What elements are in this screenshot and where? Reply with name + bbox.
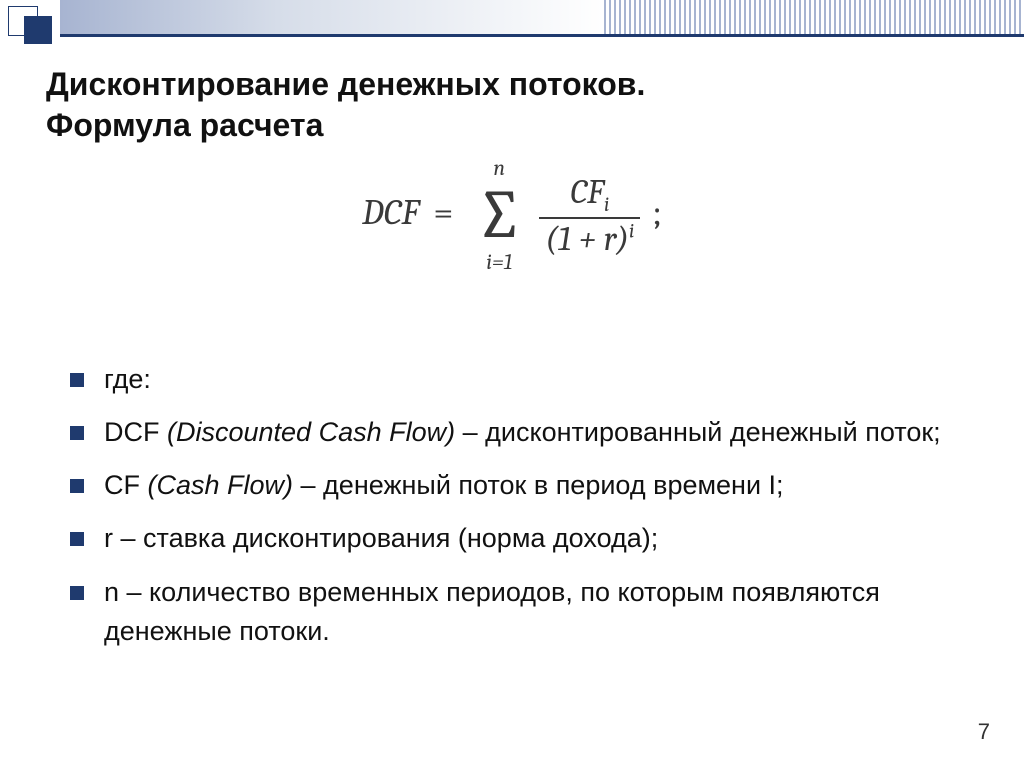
slide-title: Дисконтирование денежных потоков. Формул… — [46, 64, 984, 146]
bullet-text-after: – дисконтированный денежный поток; — [455, 417, 941, 447]
formula-trailing: ; — [652, 192, 662, 233]
logo-square-solid — [24, 16, 52, 44]
fraction-numerator: CFi — [539, 172, 640, 219]
topbar-gradient — [60, 0, 604, 36]
sum-lower-limit: i=1 — [486, 249, 512, 275]
bullet-text-italic: (Discounted Cash Flow) — [167, 417, 455, 447]
bullet-item: где: — [70, 360, 984, 399]
denominator-superscript: i — [629, 220, 634, 243]
sum-upper-limit: n — [493, 155, 505, 181]
denominator-base: (1 + r) — [545, 219, 629, 259]
bullet-text-after: – денежный поток в период времени I; — [293, 470, 784, 500]
bullet-text-before: CF — [104, 470, 148, 500]
bullet-item: DCF (Discounted Cash Flow) – дисконтиров… — [70, 413, 984, 452]
numerator-subscript: i — [604, 194, 609, 217]
page-number: 7 — [978, 719, 990, 745]
top-decoration — [0, 0, 1024, 44]
bullet-text-before: n – количество временных периодов, по ко… — [104, 577, 880, 646]
fraction: CFi (1 + r)i — [539, 172, 640, 259]
bullet-item: r – ставка дисконтирования (норма дохода… — [70, 519, 984, 558]
formula-lhs: DCF — [362, 192, 419, 233]
fraction-denominator: (1 + r)i — [539, 219, 640, 259]
bullet-text-italic: (Cash Flow) — [148, 470, 294, 500]
summation: n ∑ i=1 — [475, 181, 523, 249]
formula-equals: = — [433, 192, 453, 233]
bullet-text-before: r – ставка дисконтирования (норма дохода… — [104, 523, 658, 553]
topbar-stripes — [604, 0, 1024, 36]
bullet-text-before: DCF — [104, 417, 167, 447]
numerator-base: CF — [570, 172, 604, 212]
slide: Дисконтирование денежных потоков. Формул… — [0, 0, 1024, 767]
formula: DCF = n ∑ i=1 CFi (1 + r)i ; — [0, 172, 1024, 259]
bullet-item: CF (Cash Flow) – денежный поток в период… — [70, 466, 984, 505]
sigma-icon: ∑ — [475, 176, 523, 254]
bullet-item: n – количество временных периодов, по ко… — [70, 573, 984, 651]
topbar-underline — [60, 34, 1024, 37]
bullet-list: где: DCF (Discounted Cash Flow) – дисконт… — [70, 360, 984, 665]
bullet-text-after: где: — [104, 364, 151, 394]
